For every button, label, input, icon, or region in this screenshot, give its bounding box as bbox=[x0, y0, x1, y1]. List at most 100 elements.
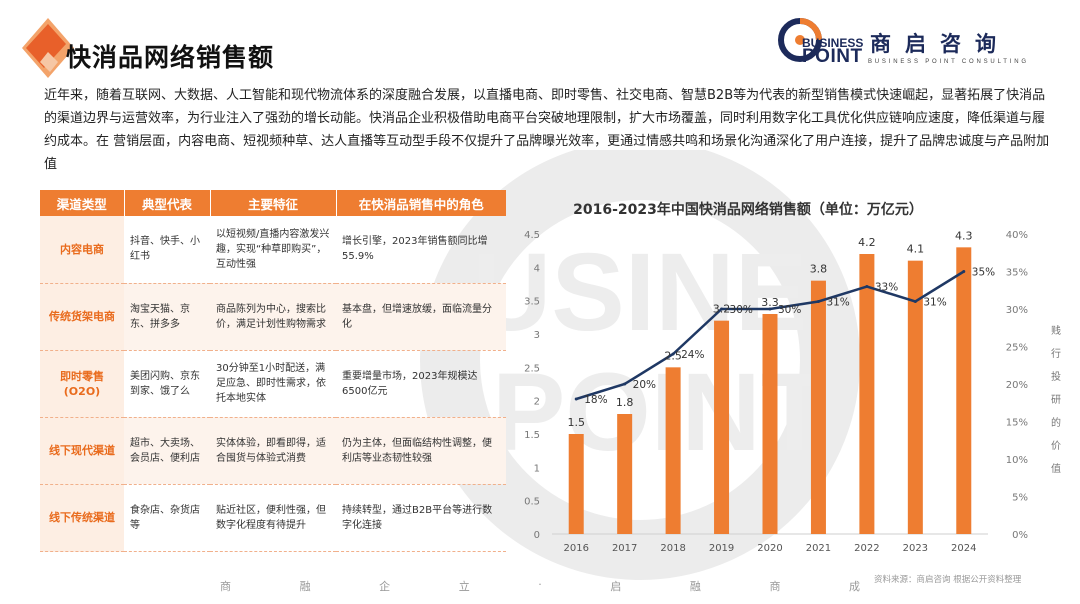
bar bbox=[907, 260, 923, 534]
cell-role: 基本盘，但增速放缓，面临流量分化 bbox=[336, 283, 506, 351]
footer-slogan: 商 融 企 立 · 启 融 商 成 bbox=[220, 578, 860, 598]
line-value-label: 35% bbox=[972, 267, 995, 279]
cell-features: 实体体验，即看即得，适合囤货与体验式消费 bbox=[210, 417, 336, 485]
table-row: 内容电商 抖音、快手、小红书 以短视频/直播内容激发兴趣，实现“种草即购买”，互… bbox=[40, 216, 506, 284]
cell-representative: 淘宝天猫、京东、拼多多 bbox=[124, 283, 210, 351]
cell-representative: 超市、大卖场、会员店、便利店 bbox=[124, 417, 210, 485]
line-point bbox=[671, 352, 675, 356]
bar-value-label: 1.8 bbox=[616, 396, 634, 409]
x-tick-label: 2019 bbox=[709, 543, 734, 554]
y2-tick-label: 20% bbox=[1006, 380, 1028, 391]
bar-value-label: 4.3 bbox=[955, 229, 973, 242]
line-value-label: 30% bbox=[730, 304, 753, 316]
logo-ring-icon bbox=[778, 18, 822, 62]
y-tick-label: 4.5 bbox=[524, 230, 540, 241]
logo-subtitle: BUSINESS POINT CONSULTING bbox=[868, 59, 1029, 65]
cell-features: 商品陈列为中心，搜索比价，满足计划性购物需求 bbox=[210, 283, 336, 351]
cell-role: 仍为主体，但面临结构性调整，便利店等业态韧性较强 bbox=[336, 417, 506, 485]
y-tick-label: 0 bbox=[534, 530, 540, 541]
bar-value-label: 3.2 bbox=[713, 303, 731, 316]
line-point bbox=[574, 397, 578, 401]
y2-axis-label-char: 的 bbox=[1051, 416, 1061, 429]
y2-axis-label-char: 研 bbox=[1051, 394, 1061, 406]
cell-features: 30分钟至1小时配送，满足应急、即时性需求，依托本地实体 bbox=[210, 350, 336, 418]
line-value-label: 31% bbox=[923, 297, 946, 309]
col-header-channel-type: 渠道类型 bbox=[40, 190, 124, 216]
intro-paragraph: 近年来，随着互联网、大数据、人工智能和现代物流体系的深度融合发展，以直播电商、即… bbox=[44, 88, 1050, 172]
y2-axis-label-char: 价 bbox=[1051, 440, 1061, 452]
y2-tick-label: 40% bbox=[1006, 230, 1028, 241]
cell-representative: 抖音、快手、小红书 bbox=[124, 216, 210, 284]
col-header-representative: 典型代表 bbox=[123, 190, 210, 216]
bar bbox=[762, 314, 778, 534]
table-row: 线下传统渠道 食杂店、杂货店等 贴近社区，便利性强，但数字化程度有待提升 持续转… bbox=[40, 484, 506, 553]
y2-tick-label: 15% bbox=[1006, 418, 1028, 429]
x-tick-label: 2018 bbox=[660, 543, 685, 554]
y-tick-label: 4 bbox=[534, 263, 540, 274]
y-tick-label: 1 bbox=[534, 463, 540, 474]
x-tick-label: 2020 bbox=[757, 543, 782, 554]
x-tick-label: 2023 bbox=[903, 543, 928, 554]
y2-tick-label: 35% bbox=[1006, 268, 1028, 279]
y2-tick-label: 0% bbox=[1012, 530, 1028, 541]
line-point bbox=[768, 307, 772, 311]
bar-value-label: 1.5 bbox=[567, 416, 585, 429]
cell-role: 增长引擎，2023年销售额同比增55.9% bbox=[336, 216, 506, 284]
bar-value-label: 3.8 bbox=[810, 263, 828, 276]
cell-channel-type: 线下现代渠道 bbox=[40, 417, 124, 485]
col-header-features: 主要特征 bbox=[209, 190, 336, 216]
brand-logo: BUSINESS POINT 商启咨询 BUSINESS POINT CONSU… bbox=[778, 14, 1068, 70]
y-tick-label: 2.5 bbox=[524, 363, 540, 374]
table-row: 传统货架电商 淘宝天猫、京东、拼多多 商品陈列为中心，搜索比价，满足计划性购物需… bbox=[40, 283, 506, 351]
footer-char: 成 bbox=[849, 580, 860, 593]
y2-axis-label-char: 值 bbox=[1051, 462, 1061, 475]
table-header-row: 渠道类型 典型代表 主要特征 在快消品销售中的角色 bbox=[40, 190, 506, 216]
line-value-label: 24% bbox=[681, 349, 704, 361]
table-row: 线下现代渠道 超市、大卖场、会员店、便利店 实体体验，即看即得，适合囤货与体验式… bbox=[40, 417, 506, 485]
footer-char: 融 bbox=[689, 580, 701, 593]
cell-features: 贴近社区，便利性强，但数字化程度有待提升 bbox=[210, 484, 336, 553]
cell-role: 持续转型，通过B2B平台等进行数字化连接 bbox=[336, 484, 506, 553]
y-tick-label: 2 bbox=[534, 397, 540, 408]
line-point bbox=[816, 300, 820, 303]
line-point bbox=[720, 307, 724, 311]
footer-char: 立 bbox=[458, 580, 470, 593]
source-note: 资料来源：商启咨询 根据公开资料整理 bbox=[874, 575, 1022, 585]
line-value-label: 18% bbox=[584, 394, 607, 406]
y2-axis-label-char: 行 bbox=[1051, 347, 1061, 360]
channel-table: 渠道类型 典型代表 主要特征 在快消品销售中的角色 内容电商 抖音、快手、小红书… bbox=[40, 190, 506, 553]
y-tick-label: 1.5 bbox=[524, 430, 540, 441]
line-value-label: 20% bbox=[633, 379, 656, 391]
logo-chinese-name: 商启咨询 bbox=[870, 32, 1010, 56]
cell-representative: 食杂店、杂货店等 bbox=[124, 484, 210, 553]
bar-value-label: 2.5 bbox=[664, 349, 682, 362]
footer-char: 商 bbox=[769, 580, 781, 593]
bar bbox=[568, 434, 584, 534]
footer-char: 融 bbox=[299, 580, 311, 593]
line-value-label: 33% bbox=[875, 282, 898, 294]
y-tick-label: 3 bbox=[534, 330, 540, 341]
cell-role: 重要增量市场，2023年规模达6500亿元 bbox=[336, 350, 506, 418]
cell-features: 以短视频/直播内容激发兴趣，实现“种草即购买”，互动性强 bbox=[210, 216, 336, 284]
line-point bbox=[865, 285, 869, 288]
x-tick-label: 2024 bbox=[951, 543, 976, 554]
footer-char: 启 bbox=[610, 580, 622, 593]
sales-chart: 2016-2023年中国快消品网络销售额（单位：万亿元） 0 0.5 1 1.5 2 2.… bbox=[524, 201, 1061, 554]
chart-title: 2016-2023年中国快消品网络销售额（单位：万亿元） bbox=[573, 201, 923, 218]
x-tick-label: 2017 bbox=[612, 543, 637, 554]
bar bbox=[956, 247, 972, 535]
cell-channel-type: 线下传统渠道 bbox=[40, 484, 124, 553]
footer-char: 企 bbox=[379, 580, 391, 593]
y2-tick-label: 25% bbox=[1006, 343, 1028, 354]
x-tick-label: 2022 bbox=[854, 543, 879, 554]
cell-channel-type: 即时零售 (O2O) bbox=[40, 350, 124, 418]
logo-word-business: BUSINESS bbox=[802, 36, 864, 50]
cell-channel-type: 传统货架电商 bbox=[40, 283, 124, 351]
y-tick-label: 0.5 bbox=[524, 497, 540, 508]
footer-char: 商 bbox=[220, 580, 231, 593]
cell-representative: 美团闪购、京东到家、饿了么 bbox=[124, 350, 210, 418]
cell-channel-type: 内容电商 bbox=[40, 216, 124, 284]
y2-tick-label: 30% bbox=[1006, 305, 1028, 316]
y2-axis-label-char: 贱 bbox=[1051, 324, 1061, 337]
bar-value-label: 3.3 bbox=[761, 296, 779, 309]
